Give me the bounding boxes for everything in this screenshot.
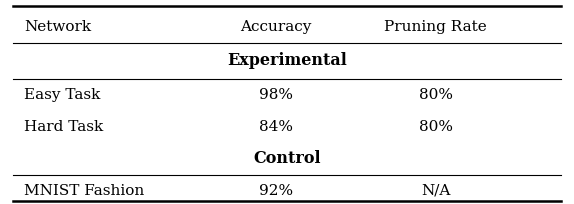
Text: Control: Control — [253, 150, 321, 167]
Text: 92%: 92% — [258, 184, 293, 197]
Text: Experimental: Experimental — [227, 52, 347, 69]
Text: Accuracy: Accuracy — [240, 20, 311, 33]
Text: 80%: 80% — [418, 88, 452, 102]
Text: 84%: 84% — [258, 120, 293, 134]
Text: N/A: N/A — [421, 184, 450, 197]
Text: MNIST Fashion: MNIST Fashion — [24, 184, 145, 197]
Text: Easy Task: Easy Task — [24, 88, 100, 102]
Text: Pruning Rate: Pruning Rate — [384, 20, 487, 33]
Text: 98%: 98% — [258, 88, 293, 102]
Text: Hard Task: Hard Task — [24, 120, 103, 134]
Text: Network: Network — [24, 20, 91, 33]
Text: 80%: 80% — [418, 120, 452, 134]
